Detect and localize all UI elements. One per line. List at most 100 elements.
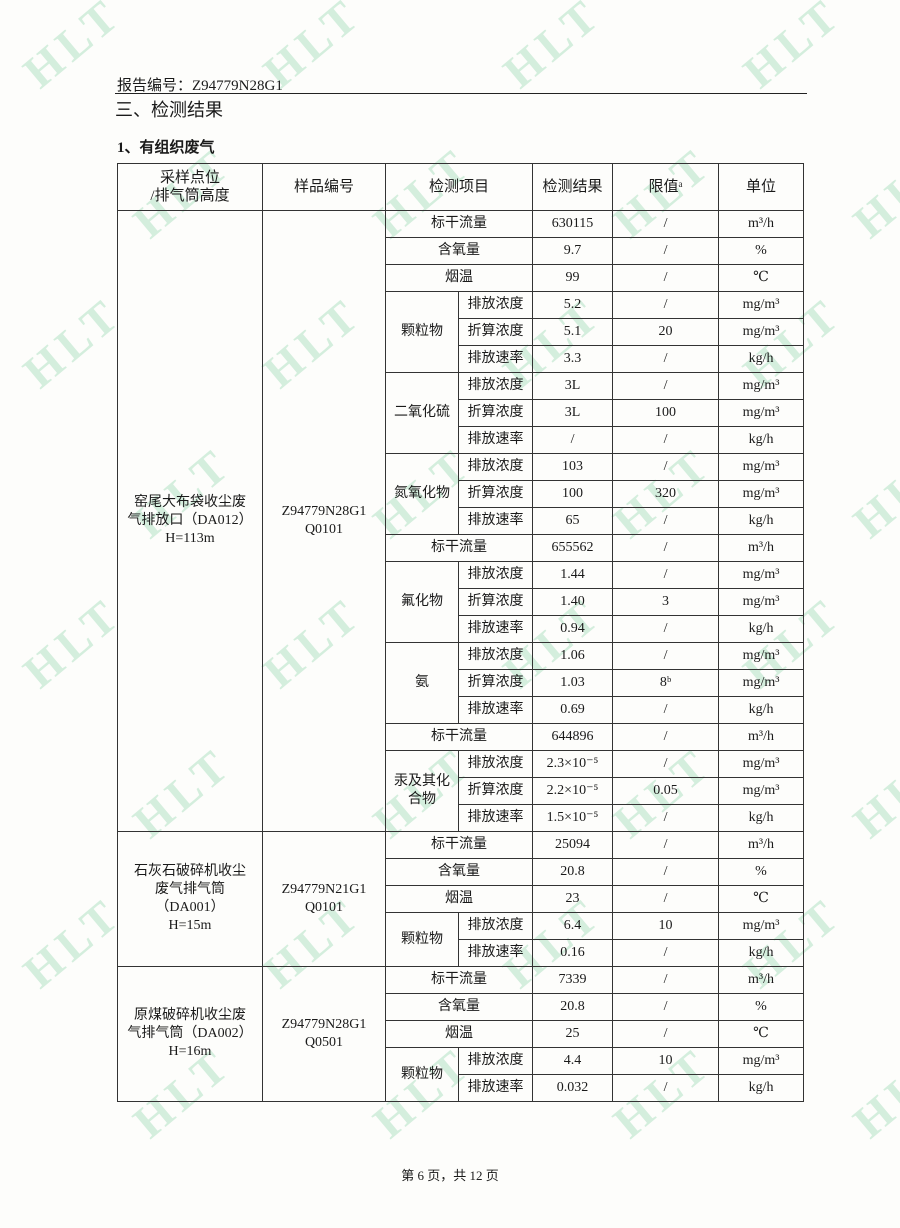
col-unit: 单位 bbox=[718, 163, 805, 211]
test-sub-item: 折算浓度 bbox=[457, 777, 534, 805]
test-item-group: 汞及其化 合物 bbox=[385, 750, 459, 832]
unit: mg/m³ bbox=[718, 750, 805, 778]
unit: mg/m³ bbox=[718, 642, 805, 670]
col-result: 检测结果 bbox=[532, 163, 614, 211]
table-row: 氟化物 排放浓度 1.44/mg/m³ bbox=[118, 561, 805, 643]
limit-value: / bbox=[612, 993, 720, 1021]
watermark-text: HLT bbox=[14, 887, 132, 997]
unit: kg/h bbox=[718, 615, 805, 643]
watermark-text: HLT bbox=[844, 1037, 900, 1147]
sampling-location: 原煤破碎机收尘废 气排气筒（DA002） H=16m bbox=[117, 966, 263, 1102]
unit: mg/m³ bbox=[718, 453, 805, 481]
test-sub-item: 排放浓度 bbox=[457, 291, 534, 319]
unit: mg/m³ bbox=[718, 561, 805, 589]
sample-id: Z94779N28G1 Q0101 bbox=[262, 210, 386, 832]
table-row: 烟温 25/℃ bbox=[118, 1020, 805, 1048]
test-sub-item: 排放浓度 bbox=[457, 912, 534, 940]
table-row: 烟温 23/℃ bbox=[118, 885, 805, 913]
unit: mg/m³ bbox=[718, 291, 805, 319]
limit-value: / bbox=[612, 696, 720, 724]
test-result: 2.2×10⁻⁵ bbox=[532, 777, 614, 805]
test-item: 标干流量 bbox=[384, 831, 534, 859]
sampling-location: 窑尾大布袋收尘废 气排放口（DA012） H=113m bbox=[117, 210, 263, 832]
test-sub-item: 排放速率 bbox=[457, 345, 534, 373]
unit: kg/h bbox=[718, 507, 805, 535]
unit: m³/h bbox=[718, 831, 805, 859]
test-result: 3L bbox=[532, 399, 614, 427]
test-result: 23 bbox=[532, 885, 614, 913]
unit: mg/m³ bbox=[718, 318, 805, 346]
test-sub-item: 折算浓度 bbox=[457, 318, 534, 346]
table-row: 标干流量 644896/m³/h bbox=[118, 723, 805, 751]
test-sub-item: 排放速率 bbox=[457, 939, 534, 967]
limit-value: / bbox=[612, 291, 720, 319]
table-header-row: 采样点位 /排气筒高度 样品编号 检测项目 检测结果 限值ᵃ 单位 bbox=[117, 163, 805, 211]
test-result: 25 bbox=[532, 1020, 614, 1048]
limit-value: / bbox=[612, 210, 720, 238]
test-item-group: 二氧化硫 bbox=[385, 372, 459, 454]
sample-id: Z94779N21G1 Q0101 bbox=[262, 831, 386, 967]
unit: m³/h bbox=[718, 210, 805, 238]
test-sub-item: 排放浓度 bbox=[457, 642, 534, 670]
limit-value: / bbox=[612, 237, 720, 265]
table-row: 含氧量 9.7/% bbox=[118, 237, 805, 265]
test-result: 0.94 bbox=[532, 615, 614, 643]
limit-value: / bbox=[612, 453, 720, 481]
test-result: 20.8 bbox=[532, 993, 614, 1021]
test-result: 99 bbox=[532, 264, 614, 292]
limit-value: / bbox=[612, 858, 720, 886]
limit-value: 8ᵇ bbox=[612, 669, 720, 697]
limit-value: 320 bbox=[612, 480, 720, 508]
test-item-group: 氮氧化物 bbox=[385, 453, 459, 535]
test-result: 5.1 bbox=[532, 318, 614, 346]
test-result: 1.44 bbox=[532, 561, 614, 589]
unit: kg/h bbox=[718, 939, 805, 967]
limit-value: / bbox=[612, 561, 720, 589]
test-sub-item: 排放速率 bbox=[457, 426, 534, 454]
limit-value: / bbox=[612, 264, 720, 292]
sample-id: Z94779N28G1 Q0501 bbox=[262, 966, 386, 1102]
unit: m³/h bbox=[718, 966, 805, 994]
unit: kg/h bbox=[718, 345, 805, 373]
test-item-group: 颗粒物 bbox=[385, 912, 459, 967]
test-sub-item: 折算浓度 bbox=[457, 480, 534, 508]
test-result: 1.06 bbox=[532, 642, 614, 670]
table-row: 折算浓度 100 320 mg/m³ bbox=[118, 480, 805, 508]
test-sub-item: 排放浓度 bbox=[457, 372, 534, 400]
test-result: 20.8 bbox=[532, 858, 614, 886]
limit-value: 10 bbox=[612, 912, 720, 940]
results-table: 采样点位 /排气筒高度 样品编号 检测项目 检测结果 限值ᵃ 单位 窑尾大布袋收… bbox=[117, 163, 805, 1102]
unit: mg/m³ bbox=[718, 1047, 805, 1075]
sampling-location: 石灰石破碎机收尘 废气排气筒 （DA001） H=15m bbox=[117, 831, 263, 967]
watermark-text: HLT bbox=[14, 587, 132, 697]
test-result: 103 bbox=[532, 453, 614, 481]
unit: mg/m³ bbox=[718, 588, 805, 616]
test-result: 1.03 bbox=[532, 669, 614, 697]
test-item: 标干流量 bbox=[384, 210, 534, 238]
test-result: 3.3 bbox=[532, 345, 614, 373]
test-item: 标干流量 bbox=[384, 966, 534, 994]
table-row: 排放速率 0.032/kg/h bbox=[118, 1074, 805, 1102]
col-location: 采样点位 /排气筒高度 bbox=[117, 163, 263, 211]
table-row: 原煤破碎机收尘废 气排气筒（DA002） H=16m Z94779N28G1 Q0… bbox=[117, 966, 805, 1102]
test-item-group: 颗粒物 bbox=[385, 1047, 459, 1102]
unit: kg/h bbox=[718, 696, 805, 724]
table-row: 烟温 99/℃ bbox=[118, 264, 805, 292]
table-row: 氮氧化物 排放浓度 103/mg/m³ bbox=[118, 453, 805, 535]
col-limit: 限值ᵃ bbox=[612, 163, 720, 211]
limit-value: 20 bbox=[612, 318, 720, 346]
header-divider bbox=[115, 93, 807, 94]
test-result: 0.69 bbox=[532, 696, 614, 724]
limit-value: / bbox=[612, 372, 720, 400]
test-result: 4.4 bbox=[532, 1047, 614, 1075]
test-item: 烟温 bbox=[384, 1020, 534, 1048]
test-sub-item: 排放浓度 bbox=[457, 750, 534, 778]
test-sub-item: 折算浓度 bbox=[457, 399, 534, 427]
test-sub-item: 排放速率 bbox=[457, 696, 534, 724]
watermark-text: HLT bbox=[494, 0, 612, 98]
test-result: 2.3×10⁻⁵ bbox=[532, 750, 614, 778]
test-item: 标干流量 bbox=[384, 723, 534, 751]
unit: mg/m³ bbox=[718, 669, 805, 697]
unit: kg/h bbox=[718, 426, 805, 454]
